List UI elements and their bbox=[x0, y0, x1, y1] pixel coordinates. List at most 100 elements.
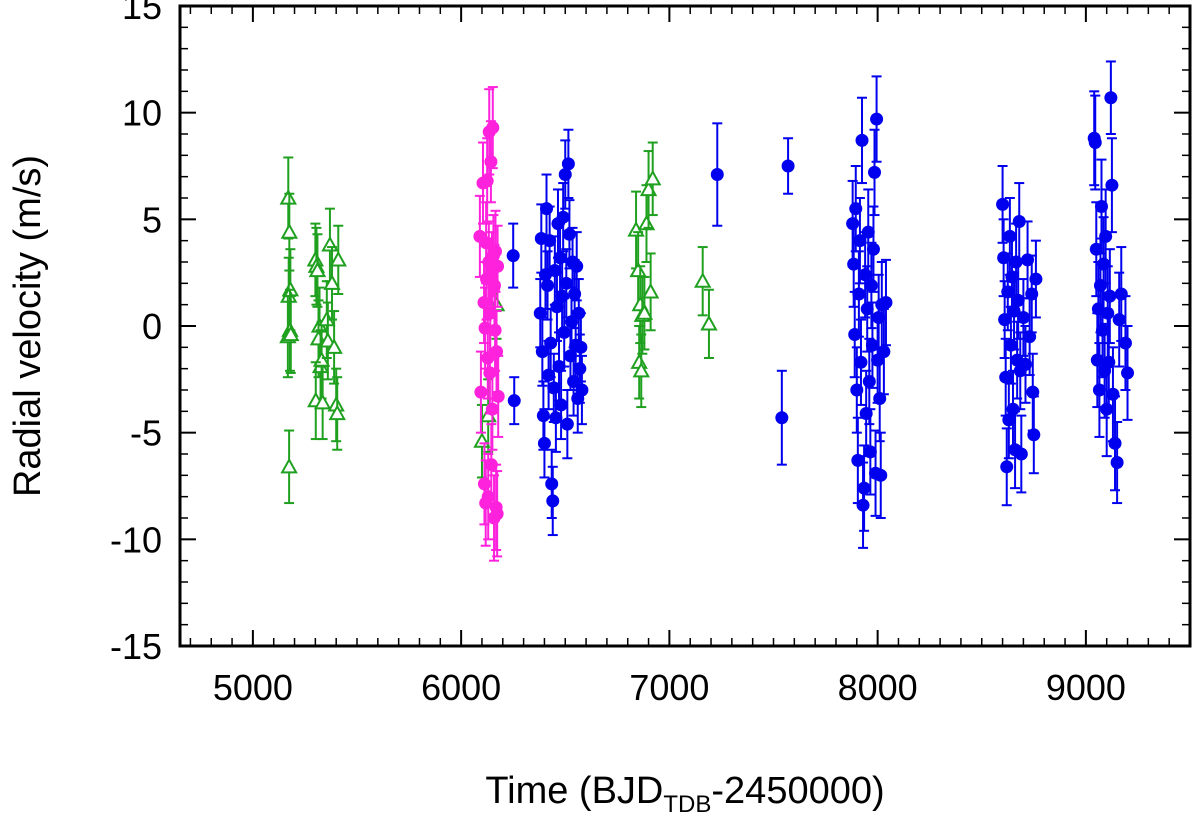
data-point bbox=[1014, 414, 1028, 494]
x-axis-title: Time (BJDTDB-2450000) bbox=[485, 770, 884, 818]
marker-circle bbox=[1090, 353, 1104, 367]
marker-circle bbox=[537, 436, 551, 450]
marker-circle bbox=[491, 389, 505, 403]
data-point bbox=[866, 205, 880, 293]
marker-circle bbox=[491, 259, 505, 273]
marker-circle bbox=[474, 385, 488, 399]
marker-circle bbox=[486, 121, 500, 135]
x-tick-label: 5000 bbox=[213, 667, 293, 708]
data-point bbox=[873, 354, 887, 443]
marker-circle bbox=[488, 323, 502, 337]
data-point bbox=[545, 448, 559, 519]
marker-triangle bbox=[280, 457, 298, 474]
data-point bbox=[1011, 261, 1025, 340]
y-tick-label: -15 bbox=[110, 626, 162, 667]
data-point bbox=[570, 231, 584, 302]
data-point bbox=[1012, 182, 1026, 261]
data-point bbox=[1104, 60, 1118, 135]
marker-circle bbox=[1012, 214, 1026, 228]
marker-triangle bbox=[321, 235, 339, 252]
marker-circle bbox=[506, 249, 520, 263]
marker-circle bbox=[1099, 229, 1113, 243]
data-point bbox=[575, 354, 589, 426]
data-point bbox=[1092, 342, 1106, 438]
y-tick-label: 10 bbox=[122, 93, 162, 134]
data-point bbox=[996, 165, 1010, 244]
y-tick-label: -5 bbox=[130, 413, 162, 454]
y-axis-title: Radial velocity (m/s) bbox=[7, 155, 49, 497]
data-point bbox=[1112, 271, 1126, 368]
data-point bbox=[861, 188, 875, 276]
data-point bbox=[308, 233, 327, 308]
marker-circle bbox=[710, 168, 724, 182]
data-point bbox=[546, 465, 560, 537]
data-point bbox=[857, 444, 871, 532]
marker-circle bbox=[490, 345, 504, 359]
data-point bbox=[484, 120, 498, 204]
marker-circle bbox=[1003, 229, 1017, 243]
marker-circle bbox=[1026, 385, 1040, 399]
data-point bbox=[1105, 137, 1119, 234]
marker-circle bbox=[545, 477, 559, 491]
marker-circle bbox=[552, 360, 566, 374]
marker-circle bbox=[1105, 178, 1119, 192]
marker-circle bbox=[543, 234, 557, 248]
data-point bbox=[323, 246, 341, 321]
marker-triangle bbox=[700, 314, 718, 331]
marker-circle bbox=[544, 336, 558, 350]
data-point bbox=[1088, 94, 1102, 191]
marker-triangle bbox=[313, 393, 332, 410]
data-point bbox=[280, 429, 298, 505]
data-point bbox=[855, 96, 869, 185]
marker-circle bbox=[540, 202, 554, 216]
marker-circle bbox=[852, 287, 866, 301]
marker-circle bbox=[775, 411, 789, 425]
marker-circle bbox=[484, 155, 498, 169]
marker-circle bbox=[855, 133, 869, 147]
marker-triangle bbox=[637, 214, 656, 231]
data-point bbox=[550, 271, 564, 342]
marker-circle bbox=[507, 394, 521, 408]
marker-triangle bbox=[635, 304, 654, 320]
data-point bbox=[874, 431, 888, 519]
data-point bbox=[542, 339, 556, 411]
data-point bbox=[321, 207, 339, 283]
marker-circle bbox=[573, 362, 587, 376]
x-tick-label: 6000 bbox=[421, 667, 501, 708]
plot-marks bbox=[279, 60, 1135, 562]
marker-circle bbox=[546, 494, 560, 508]
data-point bbox=[854, 318, 868, 406]
marker-triangle bbox=[632, 361, 650, 378]
data-point bbox=[870, 75, 884, 163]
x-tick-label: 7000 bbox=[629, 667, 709, 708]
marker-circle bbox=[1106, 387, 1120, 401]
data-point bbox=[486, 86, 500, 170]
marker-circle bbox=[847, 257, 861, 271]
data-point bbox=[507, 376, 521, 426]
marker-circle bbox=[864, 278, 878, 292]
data-point bbox=[328, 376, 346, 451]
data-point bbox=[852, 250, 866, 338]
marker-circle bbox=[1101, 306, 1115, 320]
x-axis-title-subscript: TDB bbox=[663, 791, 711, 818]
marker-circle bbox=[481, 490, 495, 504]
x-tick-label: 9000 bbox=[1046, 667, 1126, 708]
data-point bbox=[1108, 395, 1122, 492]
marker-triangle bbox=[329, 250, 347, 267]
data-point bbox=[574, 312, 588, 383]
marker-circle bbox=[1104, 91, 1118, 105]
data-point bbox=[632, 333, 650, 409]
x-axis-title-main: Time (BJD bbox=[485, 770, 663, 812]
data-point bbox=[853, 197, 867, 285]
data-point bbox=[490, 470, 504, 558]
marker-circle bbox=[866, 242, 880, 256]
marker-circle bbox=[857, 481, 871, 495]
marker-circle bbox=[781, 159, 795, 173]
marker-circle bbox=[542, 368, 556, 382]
data-point bbox=[474, 350, 488, 434]
marker-circle bbox=[865, 338, 879, 352]
data-point bbox=[877, 307, 891, 396]
marker-circle bbox=[1088, 136, 1102, 150]
marker-circle bbox=[879, 296, 893, 310]
